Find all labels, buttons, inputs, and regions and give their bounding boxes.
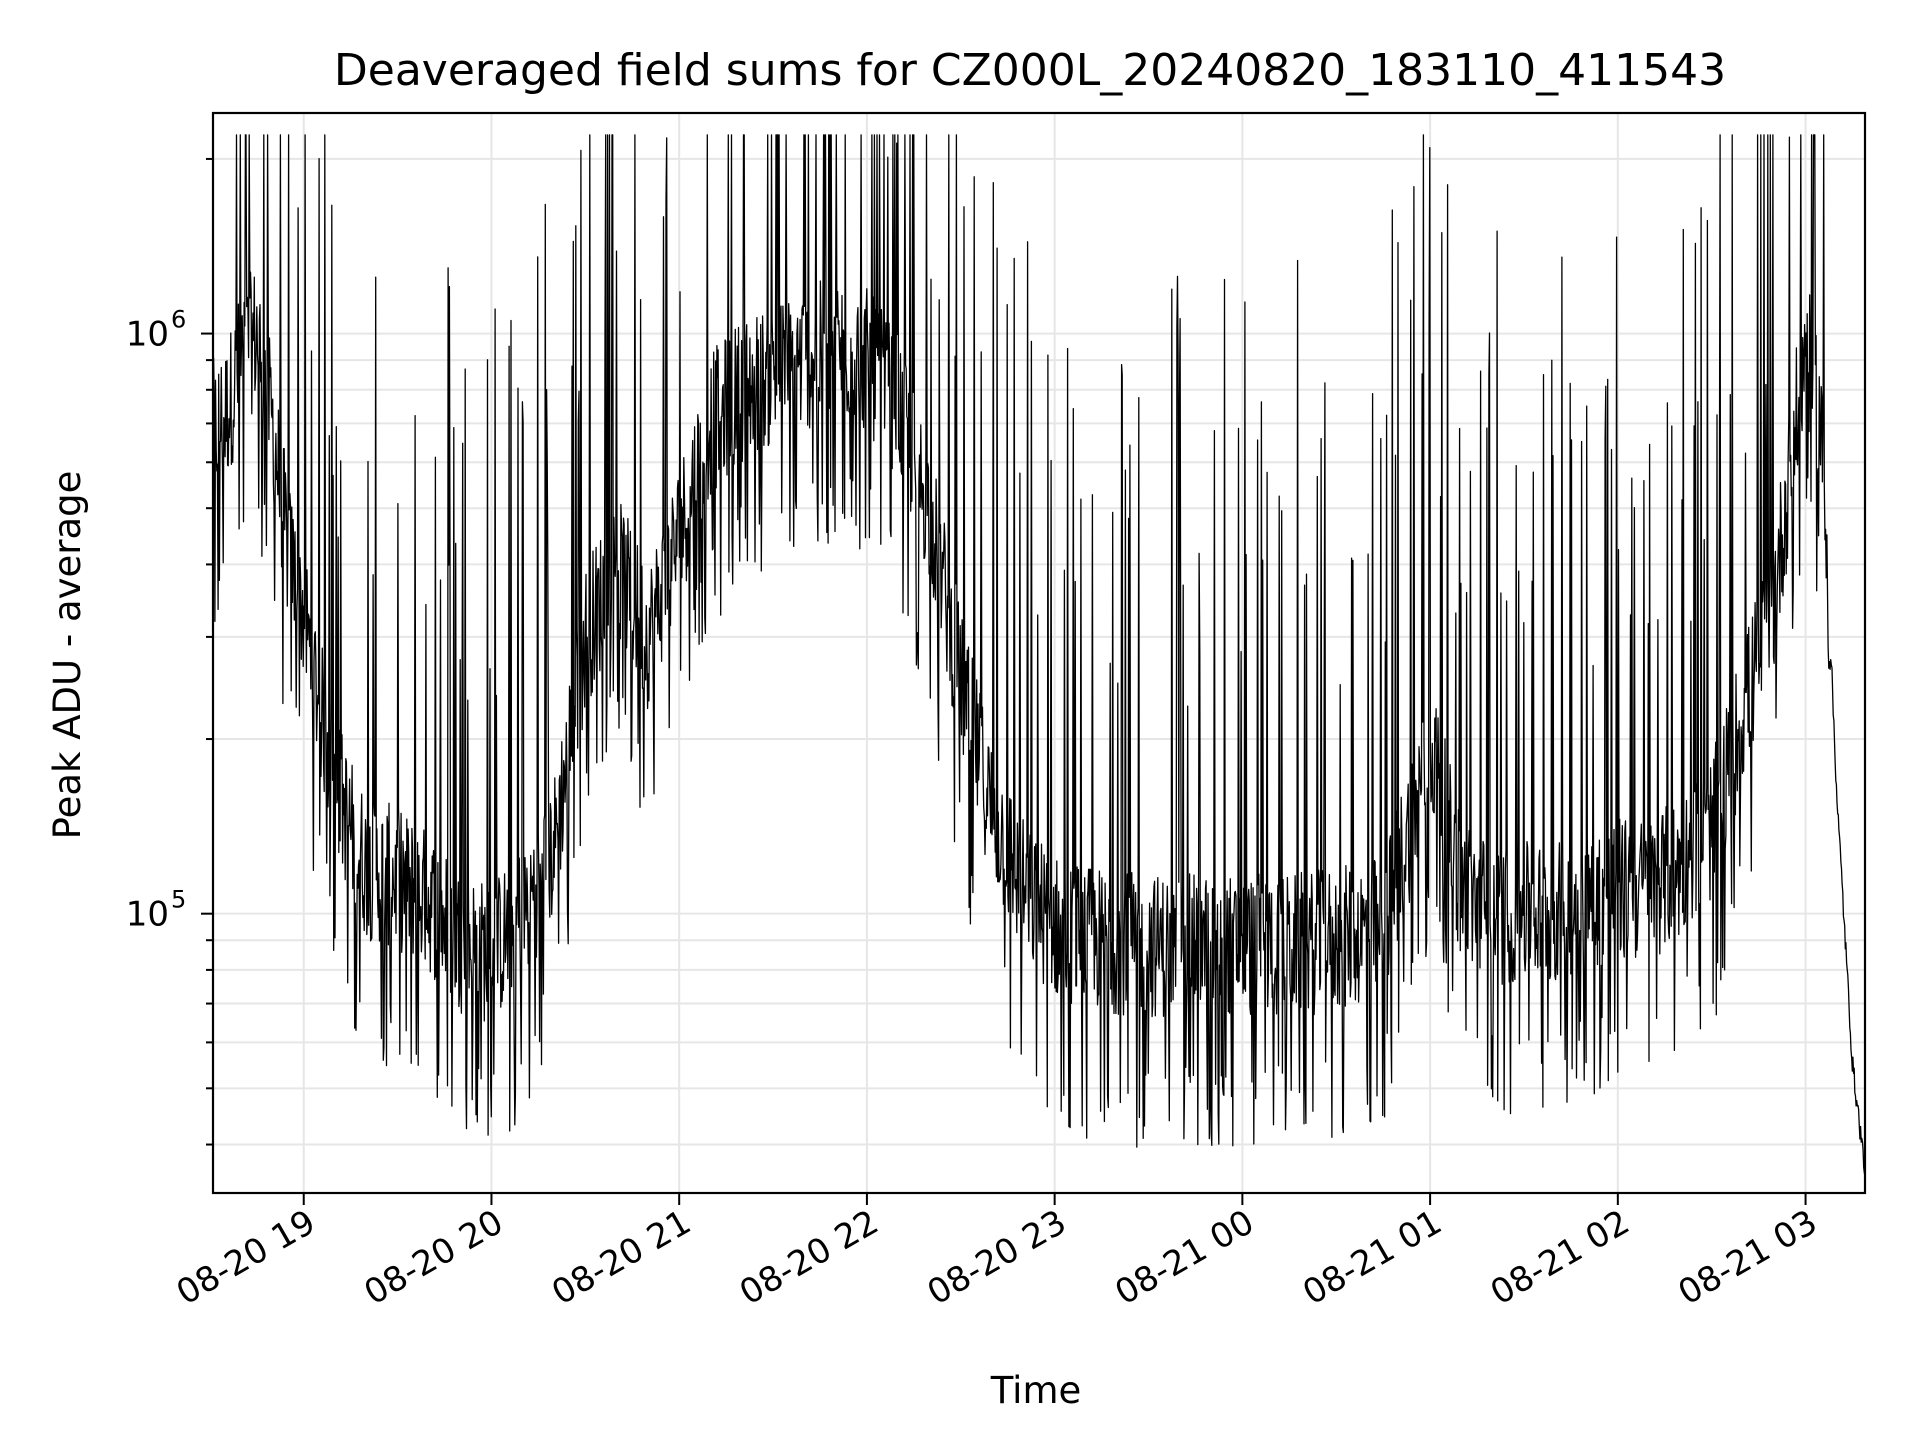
y-tick-label: 10 bbox=[126, 895, 169, 935]
x-tick-label: 08-21 01 bbox=[1296, 1202, 1448, 1313]
x-tick-label: 08-21 02 bbox=[1484, 1202, 1636, 1313]
x-tick-label: 08-21 00 bbox=[1108, 1202, 1260, 1313]
chart-title: Deaveraged field sums for CZ000L_2024082… bbox=[334, 45, 1726, 96]
x-tick-label: 08-20 19 bbox=[170, 1202, 322, 1313]
x-axis-label: Time bbox=[990, 1369, 1082, 1412]
x-tick-label: 08-21 03 bbox=[1672, 1202, 1824, 1313]
y-tick-exponent: 6 bbox=[171, 306, 186, 334]
series-layer bbox=[212, 134, 1866, 1175]
y-tick-exponent: 5 bbox=[171, 886, 186, 914]
series-line-0 bbox=[212, 134, 1866, 1175]
x-axis-ticks: 08-20 19 08-20 20 08-20 21 08-20 22 08-20 23… bbox=[170, 1193, 1824, 1313]
x-tick-label: 08-20 21 bbox=[545, 1202, 697, 1313]
plot-frame bbox=[211, 111, 1867, 1195]
x-tick-label: 08-20 23 bbox=[921, 1202, 1073, 1313]
x-tick-label: 08-20 22 bbox=[733, 1202, 885, 1313]
y-tick-label: 10 bbox=[126, 315, 169, 355]
x-tick-label: 08-20 20 bbox=[358, 1202, 510, 1313]
y-axis-label: Peak ADU - average bbox=[46, 471, 89, 840]
